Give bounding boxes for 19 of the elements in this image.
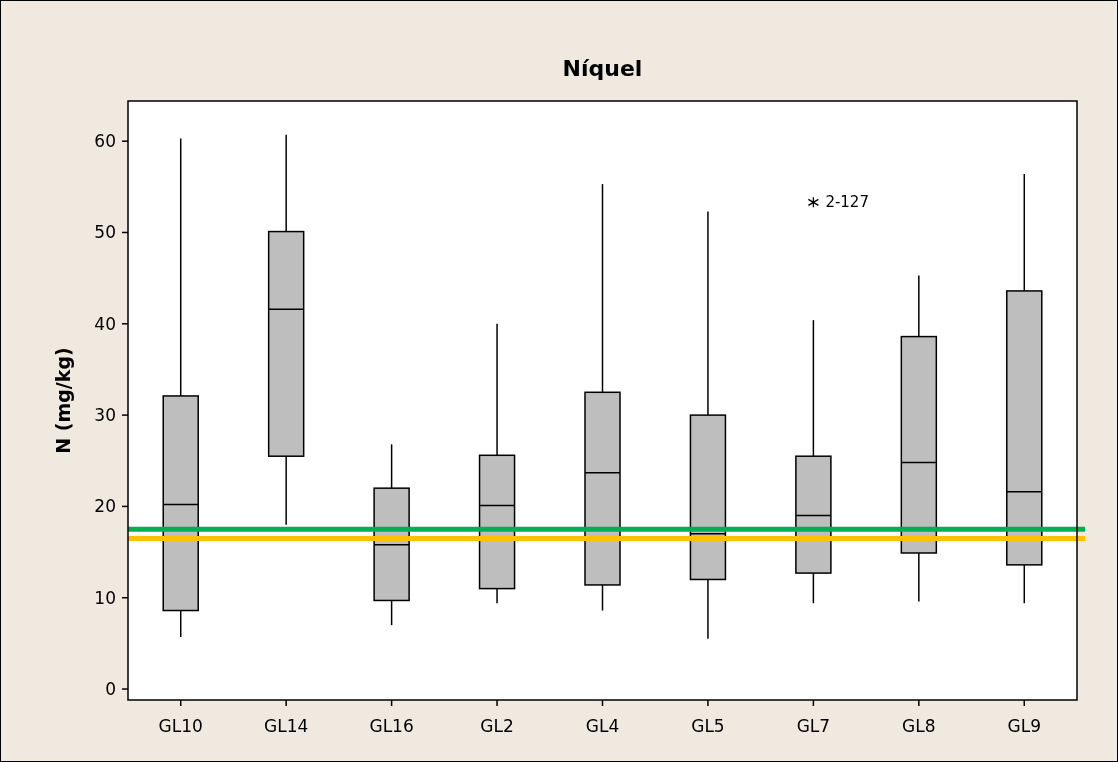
- y-tick-label: 30: [94, 405, 116, 426]
- x-tick-label: GL2: [480, 716, 514, 736]
- x-tick-label: GL16: [369, 716, 414, 736]
- y-tick-label: 40: [94, 313, 116, 334]
- y-tick-label: 20: [94, 496, 116, 517]
- x-tick-label: GL9: [1007, 716, 1042, 736]
- x-tick-label: GL7: [796, 716, 831, 736]
- y-axis-title: N (mg/kg): [52, 347, 74, 454]
- x-tick-label: GL8: [902, 716, 936, 736]
- y-tick-label: 0: [105, 679, 116, 700]
- chart-title: Níquel: [562, 56, 643, 81]
- x-tick-label: GL4: [585, 716, 620, 736]
- annotation: 2-127: [825, 193, 869, 212]
- x-tick-label: GL5: [691, 716, 725, 736]
- y-tick-label: 60: [94, 131, 116, 152]
- x-tick-label: GL14: [264, 716, 309, 736]
- y-tick-label: 10: [94, 587, 116, 608]
- x-tick-label: GL10: [158, 716, 203, 736]
- y-tick-label: 50: [94, 222, 116, 243]
